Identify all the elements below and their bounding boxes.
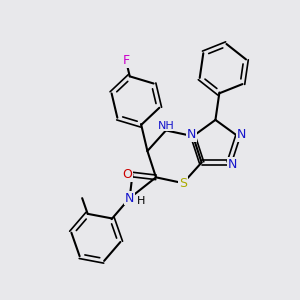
Text: N: N	[125, 192, 134, 205]
Text: S: S	[179, 177, 187, 190]
Text: N: N	[228, 158, 237, 171]
Text: O: O	[123, 168, 133, 181]
Text: N: N	[236, 128, 246, 141]
Text: H: H	[137, 196, 145, 206]
Text: F: F	[122, 54, 130, 67]
Text: N: N	[187, 128, 196, 141]
Text: NH: NH	[158, 121, 174, 130]
